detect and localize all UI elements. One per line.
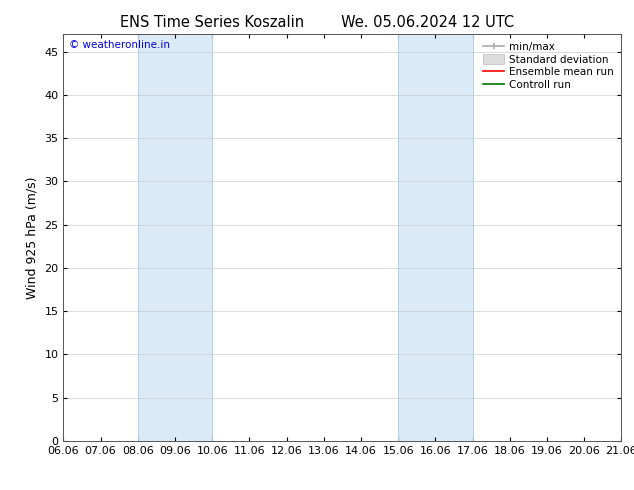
Text: © weatheronline.in: © weatheronline.in	[69, 40, 170, 50]
Legend: min/max, Standard deviation, Ensemble mean run, Controll run: min/max, Standard deviation, Ensemble me…	[481, 40, 616, 93]
Bar	[398, 34, 472, 441]
Text: ENS Time Series Koszalin        We. 05.06.2024 12 UTC: ENS Time Series Koszalin We. 05.06.2024 …	[120, 15, 514, 30]
Bar	[138, 34, 212, 441]
Y-axis label: Wind 925 hPa (m/s): Wind 925 hPa (m/s)	[26, 176, 39, 299]
